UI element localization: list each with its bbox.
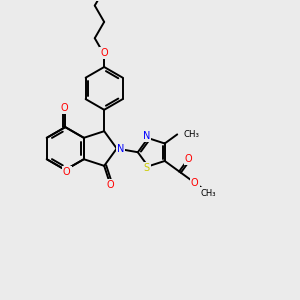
- Text: S: S: [144, 164, 150, 173]
- Text: O: O: [185, 154, 193, 164]
- Text: O: O: [63, 167, 70, 177]
- Text: O: O: [61, 103, 68, 113]
- Text: O: O: [100, 48, 108, 58]
- Text: O: O: [106, 180, 114, 190]
- Text: CH₃: CH₃: [200, 188, 216, 197]
- Text: O: O: [191, 178, 199, 188]
- Text: N: N: [143, 131, 150, 141]
- Text: N: N: [117, 143, 124, 154]
- Text: CH₃: CH₃: [184, 130, 200, 139]
